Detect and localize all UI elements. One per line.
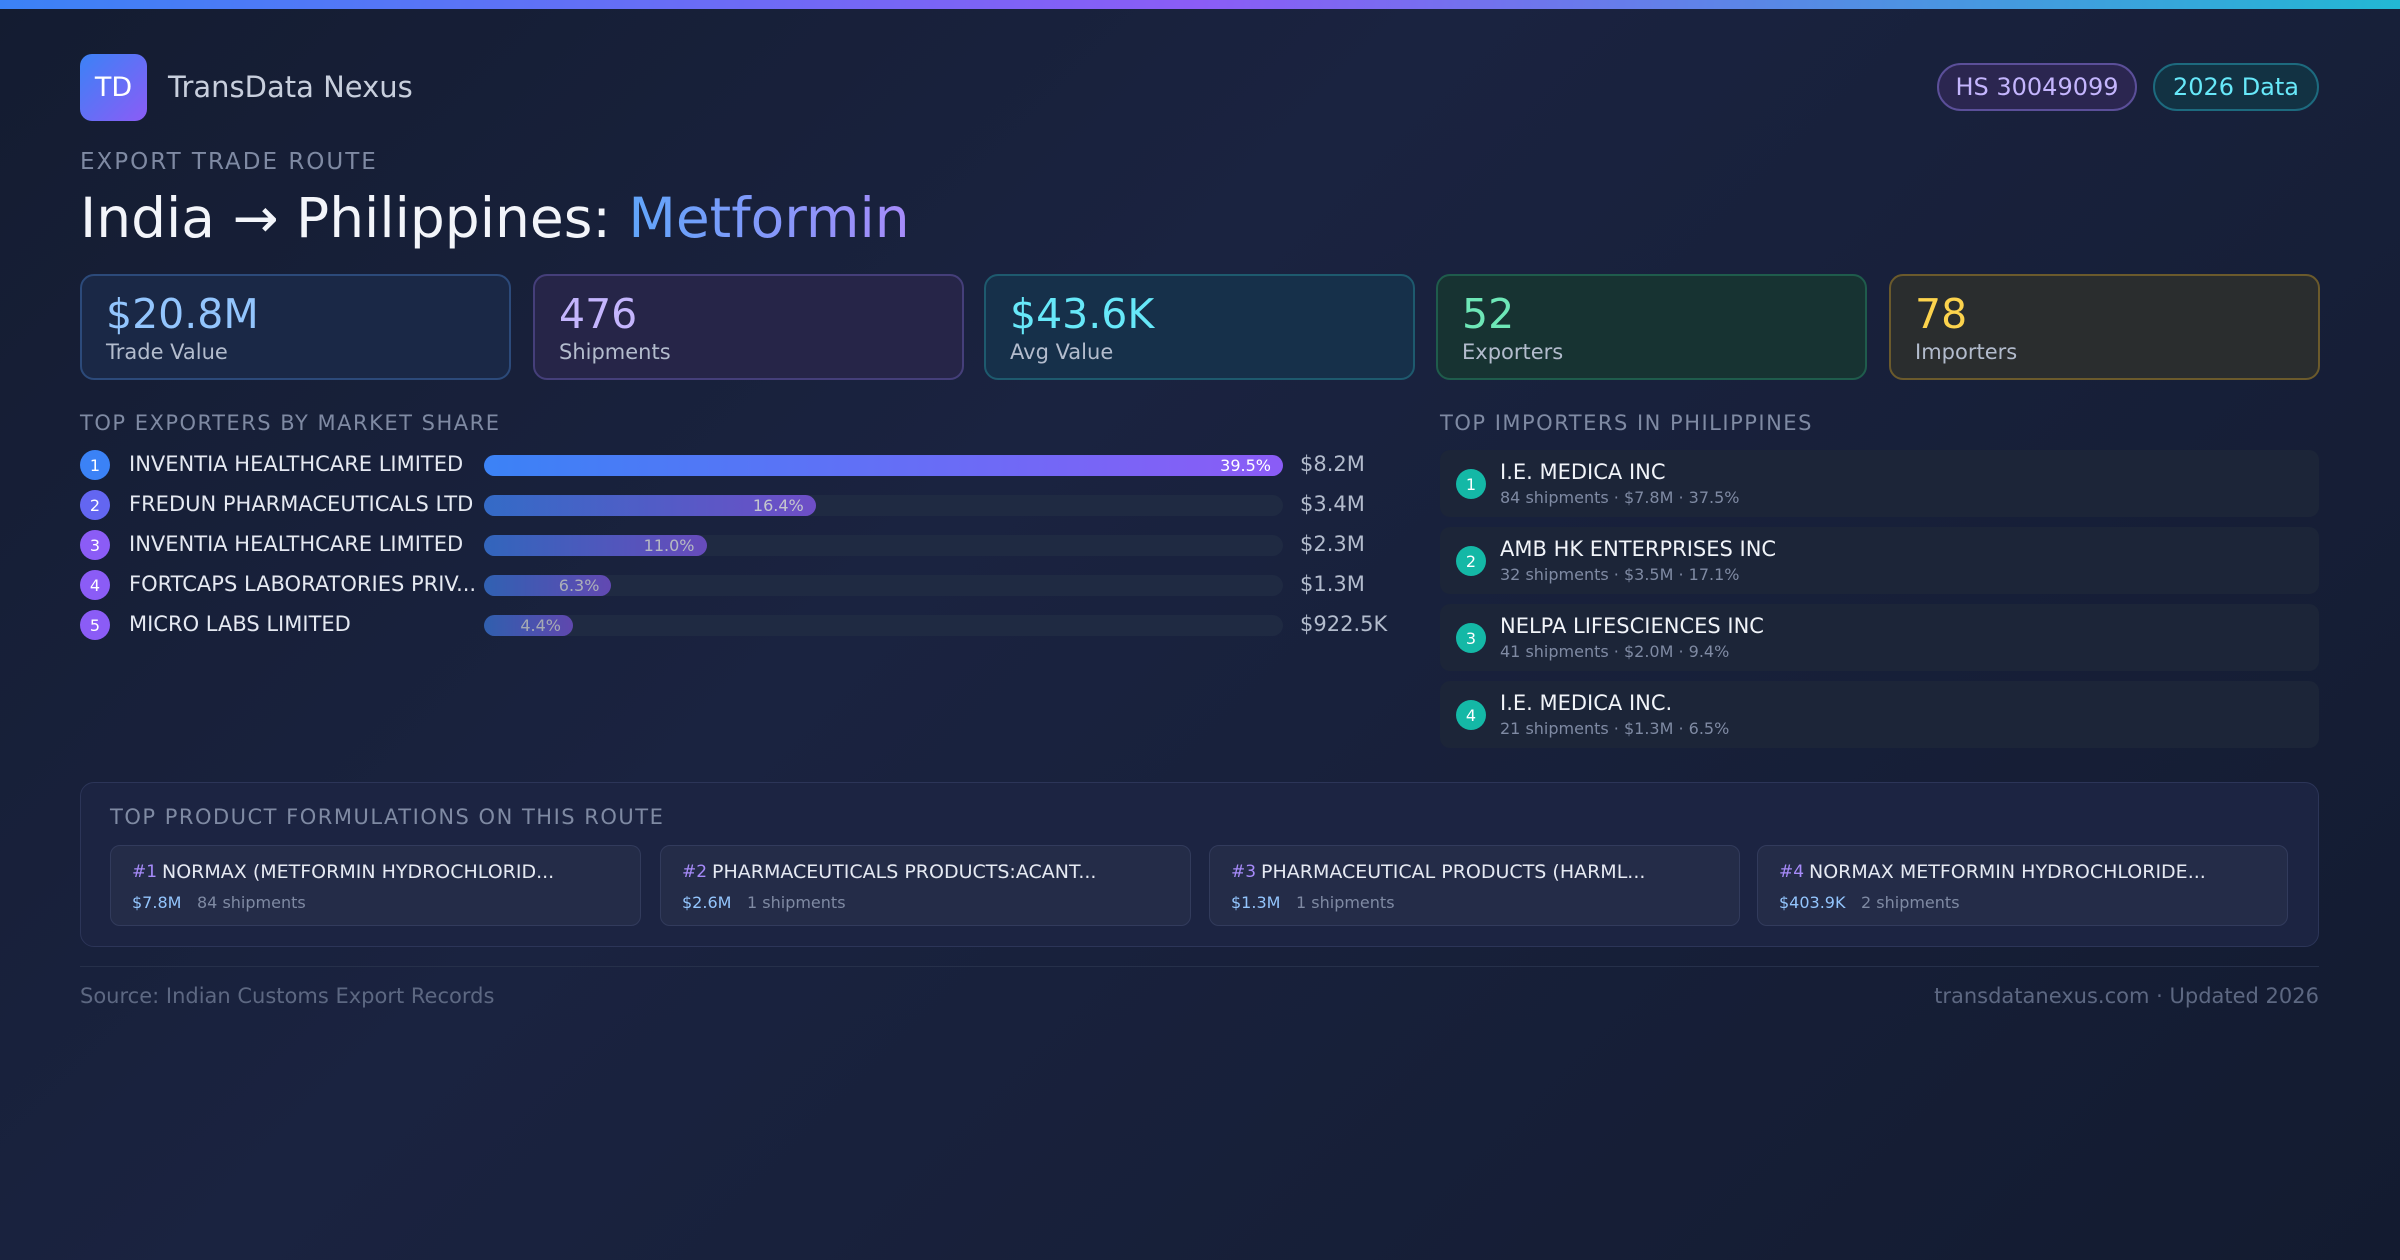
exporter-value: $2.3M [1300, 532, 1365, 556]
title: India → Philippines: Metformin [80, 186, 910, 250]
product: Metformin [628, 186, 910, 250]
importer-name: I.E. MEDICA INC [1500, 460, 1666, 484]
bar-track: 4.4% [484, 615, 1283, 636]
stat-card: 52 Exporters [1436, 274, 1867, 380]
bar: 11.0% [484, 535, 707, 556]
rank: 2 [1456, 546, 1486, 576]
formulation-shipments: 1 shipments [747, 893, 846, 912]
bar-track: 16.4% [484, 495, 1283, 516]
share-label: 39.5% [1220, 456, 1271, 475]
rank: 2 [80, 490, 110, 520]
formulation-name: NORMAX (METFORMIN HYDROCHLORID... [162, 861, 555, 883]
stat-card: $43.6K Avg Value [984, 274, 1415, 380]
stat-value: 52 [1462, 290, 1515, 338]
source: Source: Indian Customs Export Records [80, 984, 495, 1008]
stat-value: 476 [559, 290, 638, 338]
formulation-rank: #2 [682, 862, 708, 882]
formulation-value: $403.9K [1779, 893, 1846, 912]
formulation-shipments: 2 shipments [1861, 893, 1960, 912]
logo: TD [80, 54, 147, 121]
formulation-value: $1.3M [1231, 893, 1281, 912]
formulation-value: $7.8M [132, 893, 182, 912]
formulation-card: #2 PHARMACEUTICALS PRODUCTS:ACANT... $2.6M… [660, 845, 1191, 926]
bar: 16.4% [484, 495, 816, 516]
exporter-value: $3.4M [1300, 492, 1365, 516]
formulation-name: NORMAX METFORMIN HYDROCHLORIDE... [1809, 861, 2206, 883]
exporter-value: $8.2M [1300, 452, 1365, 476]
exporter-name: FREDUN PHARMACEUTICALS LTD [129, 492, 474, 516]
exporter-name: INVENTIA HEALTHCARE LIMITED [129, 532, 464, 556]
formulation-card: #3 PHARMACEUTICAL PRODUCTS (HARML... $1.3M… [1209, 845, 1740, 926]
formulation-shipments: 84 shipments [197, 893, 306, 912]
formulation-name: PHARMACEUTICALS PRODUCTS:ACANT... [712, 861, 1097, 883]
importer-detail: 41 shipments · $2.0M · 9.4% [1500, 642, 1730, 661]
share-label: 4.4% [520, 616, 561, 635]
stat-value: 78 [1915, 290, 1968, 338]
route: India → Philippines: [80, 186, 611, 250]
top-bar [0, 0, 2400, 9]
formulation-rank: #3 [1231, 862, 1257, 882]
importer-card: 2 AMB HK ENTERPRISES INC 32 shipments · $3… [1440, 527, 2319, 594]
rank: 5 [80, 610, 110, 640]
bar: 6.3% [484, 575, 612, 596]
importer-name: NELPA LIFESCIENCES INC [1500, 614, 1764, 638]
badge: 2026 Data [2153, 63, 2319, 111]
formulation-rank: #4 [1779, 862, 1805, 882]
importer-name: AMB HK ENTERPRISES INC [1500, 537, 1777, 561]
importer-detail: 21 shipments · $1.3M · 6.5% [1500, 719, 1730, 738]
stat-label: Trade Value [106, 340, 228, 364]
bar-track: 39.5% [484, 455, 1283, 476]
exporter-name: INVENTIA HEALTHCARE LIMITED [129, 452, 464, 476]
importer-card: 3 NELPA LIFESCIENCES INC 41 shipments · $2… [1440, 604, 2319, 671]
formulation-card: #4 NORMAX METFORMIN HYDROCHLORIDE... $403.… [1757, 845, 2288, 926]
importer-detail: 84 shipments · $7.8M · 37.5% [1500, 488, 1740, 507]
stat-card: 78 Importers [1889, 274, 2320, 380]
share-label: 11.0% [643, 536, 695, 555]
share-label: 16.4% [752, 496, 804, 515]
share-label: 6.3% [558, 576, 600, 595]
importer-name: I.E. MEDICA INC. [1500, 691, 1673, 715]
rank: 3 [1456, 623, 1486, 653]
stat-card: 476 Shipments [533, 274, 964, 380]
exporter-name: FORTCAPS LABORATORIES PRIV... [129, 572, 477, 596]
importer-card: 4 I.E. MEDICA INC. 21 shipments · $1.3M · … [1440, 681, 2319, 748]
formulation-shipments: 1 shipments [1296, 893, 1395, 912]
formulation-card: #1 NORMAX (METFORMIN HYDROCHLORID... $7.8M… [110, 845, 641, 926]
exporter-name: MICRO LABS LIMITED [129, 612, 351, 636]
eyebrow: EXPORT TRADE ROUTE [80, 149, 378, 175]
formulation-value: $2.6M [682, 893, 732, 912]
rank: 4 [1456, 700, 1486, 730]
importer-detail: 32 shipments · $3.5M · 17.1% [1500, 565, 1740, 584]
stat-label: Exporters [1462, 340, 1564, 364]
badge: HS 30049099 [1937, 63, 2137, 111]
stat-value: $43.6K [1010, 290, 1155, 338]
rank: 1 [80, 450, 110, 480]
bar: 4.4% [484, 615, 573, 636]
stat-label: Avg Value [1010, 340, 1114, 364]
section-heading: TOP EXPORTERS BY MARKET SHARE [80, 411, 501, 435]
bar-track: 11.0% [484, 535, 1283, 556]
bar-track: 6.3% [484, 575, 1283, 596]
divider [80, 966, 2319, 967]
section-heading: TOP PRODUCT FORMULATIONS ON THIS ROUTE [110, 805, 665, 829]
stat-card: $20.8M Trade Value [80, 274, 511, 380]
site: transdatanexus.com · Updated 2026 [1934, 984, 2319, 1008]
rank: 1 [1456, 469, 1486, 499]
formulation-rank: #1 [132, 862, 158, 882]
formulation-name: PHARMACEUTICAL PRODUCTS (HARML... [1261, 861, 1646, 883]
stat-label: Importers [1915, 340, 2018, 364]
stat-value: $20.8M [106, 290, 259, 338]
exporter-value: $1.3M [1300, 572, 1365, 596]
brand: TransData Nexus [168, 70, 413, 104]
rank: 3 [80, 530, 110, 560]
rank: 4 [80, 570, 110, 600]
exporter-value: $922.5K [1300, 612, 1388, 636]
stat-label: Shipments [559, 340, 671, 364]
section-heading: TOP IMPORTERS IN PHILIPPINES [1440, 411, 1813, 435]
bar: 39.5% [484, 455, 1283, 476]
importer-card: 1 I.E. MEDICA INC 84 shipments · $7.8M · 3… [1440, 450, 2319, 517]
